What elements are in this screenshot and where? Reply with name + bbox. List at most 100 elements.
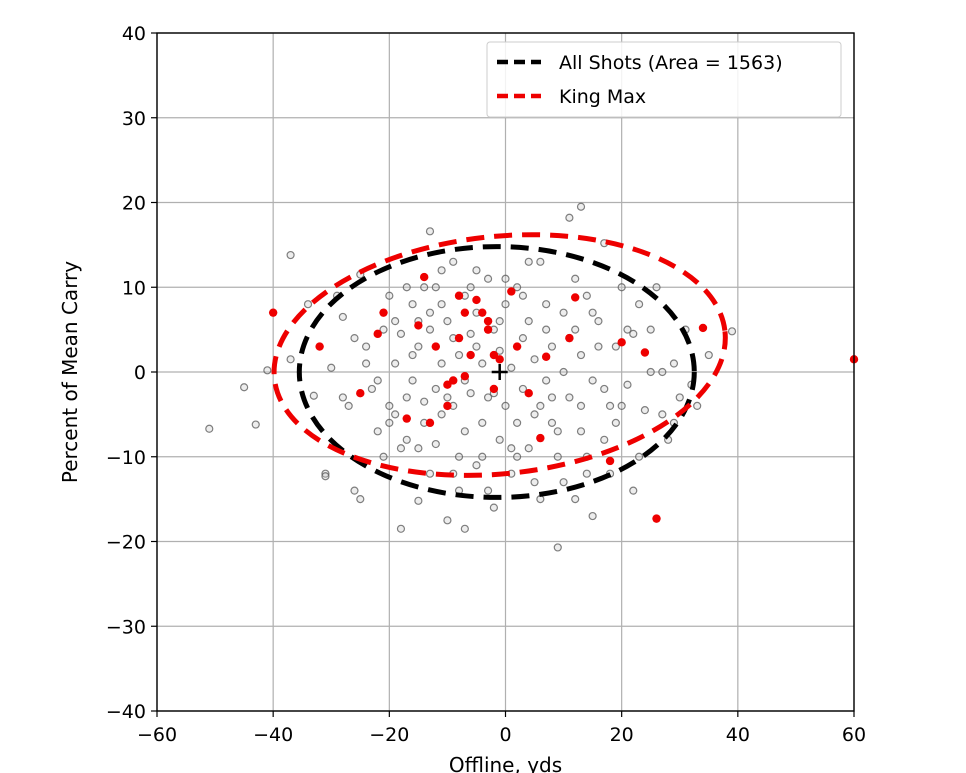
- all-shots-point: [634, 300, 644, 309]
- all-shots-point: [559, 308, 568, 317]
- all-shots-point: [576, 401, 586, 410]
- all-shots-point: [373, 376, 382, 385]
- ellipse-000000: [296, 244, 697, 500]
- y-tick-label: −20: [106, 532, 146, 554]
- king-max-point: [466, 350, 475, 360]
- all-shots-point: [571, 495, 580, 504]
- all-shots-point: [356, 495, 365, 504]
- all-shots-point: [530, 410, 539, 419]
- all-shots-point: [414, 444, 423, 453]
- king-max-point: [373, 329, 382, 339]
- all-shots-point: [327, 363, 336, 372]
- x-tick-label: 40: [726, 724, 750, 746]
- all-shots-point: [495, 317, 504, 326]
- all-shots-point: [559, 367, 568, 377]
- all-shots-point: [344, 401, 353, 410]
- all-shots-point: [693, 401, 702, 410]
- all-shots-point: [338, 393, 347, 402]
- king-max-point: [460, 372, 470, 381]
- all-shots-point: [559, 478, 568, 487]
- all-shots-point: [338, 312, 347, 322]
- confidence-ellipses: [271, 232, 728, 500]
- all-shots-point: [443, 317, 452, 326]
- all-shots-point: [600, 384, 609, 394]
- all-shots-point: [321, 472, 330, 481]
- all-shots-point: [483, 393, 493, 402]
- all-shots-point: [286, 355, 295, 364]
- y-axis-label: Percent of Mean Carry: [58, 261, 82, 483]
- x-tick-label: −60: [137, 724, 177, 746]
- x-axis-label: Offline, yds: [449, 753, 562, 773]
- all-shots-point: [478, 452, 487, 461]
- king-max-point: [419, 272, 429, 282]
- all-shots-point: [518, 291, 528, 300]
- all-shots-point: [530, 478, 539, 487]
- x-tick-label: −40: [253, 724, 293, 746]
- all-shots-point: [478, 418, 487, 427]
- all-shots-point: [513, 418, 522, 427]
- all-shots-point: [240, 383, 249, 392]
- all-shots-point: [303, 300, 313, 309]
- all-shots-point: [623, 380, 632, 389]
- all-shots-point: [553, 452, 562, 461]
- all-shots-point: [536, 257, 545, 266]
- all-shots-point: [420, 397, 429, 406]
- all-shots-point: [454, 452, 464, 461]
- x-tick-label: 0: [499, 724, 511, 746]
- all-shots-point: [373, 427, 382, 436]
- x-tick-label: −20: [369, 724, 409, 746]
- all-shots-point: [547, 342, 557, 351]
- all-shots-point: [391, 410, 400, 419]
- all-shots-point: [454, 350, 464, 360]
- all-shots-point: [350, 334, 359, 343]
- legend-box: [486, 41, 842, 118]
- all-shots-point: [594, 317, 603, 326]
- all-shots-point: [408, 376, 417, 385]
- all-shots-point: [629, 486, 638, 495]
- all-shots-point: [547, 418, 557, 427]
- king-max-point: [536, 433, 545, 443]
- all-shots-point: [524, 257, 533, 266]
- king-max-point: [472, 295, 481, 305]
- all-shots-point: [466, 389, 475, 398]
- king-max-point: [571, 293, 580, 302]
- all-shots-point: [605, 401, 615, 410]
- all-shots-point: [588, 308, 597, 317]
- all-shots-point: [385, 291, 394, 300]
- king-max-point: [268, 308, 278, 317]
- king-max-point: [617, 338, 626, 347]
- all-shots-point: [571, 325, 580, 334]
- all-shots-point: [309, 391, 318, 400]
- all-shots-point: [367, 384, 377, 394]
- all-shots-point: [669, 359, 679, 368]
- all-shots-point: [646, 325, 655, 334]
- all-shots-point: [617, 283, 626, 292]
- king-max-point: [402, 414, 411, 423]
- all-shots-point: [396, 524, 406, 533]
- all-shots-point: [425, 227, 435, 236]
- all-shots-point: [571, 274, 580, 283]
- x-tick-label: 20: [610, 724, 634, 746]
- y-tick-label: 40: [122, 23, 146, 45]
- all-shots-point: [472, 342, 481, 351]
- all-shots-point: [402, 283, 411, 292]
- all-shots-point: [460, 427, 469, 436]
- all-shots-point: [611, 342, 620, 351]
- all-shots-point: [495, 346, 504, 355]
- king-max-point: [489, 350, 499, 360]
- all-shots-point: [350, 486, 359, 495]
- all-shots-point: [553, 543, 562, 552]
- king-max-point: [640, 348, 650, 357]
- all-shots-point: [576, 350, 586, 360]
- king-max-point: [478, 308, 487, 317]
- all-shots-point: [391, 317, 400, 326]
- all-shots-point: [530, 355, 539, 364]
- all-shots-point: [431, 283, 440, 292]
- all-shots-point: [623, 325, 632, 334]
- all-shots-point: [646, 367, 655, 377]
- king-max-point: [512, 342, 522, 351]
- king-max-point: [414, 321, 423, 330]
- king-max-point: [507, 287, 516, 296]
- king-max-point: [489, 384, 499, 394]
